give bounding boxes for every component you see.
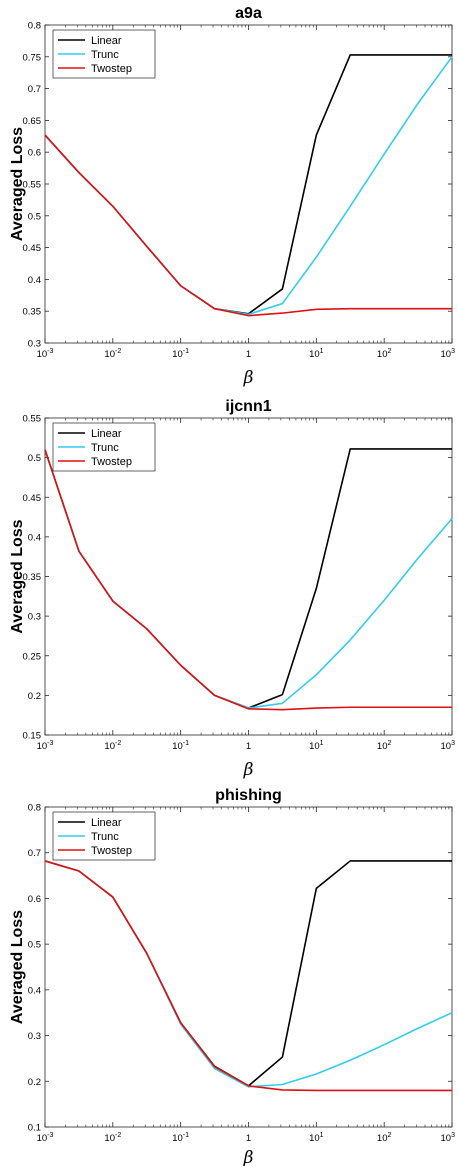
x-tick-label: 102 [377, 740, 392, 752]
y-tick-label: 0.7 [28, 848, 41, 859]
legend: Linear Trunc Twostep [52, 29, 156, 79]
y-tick-label: 0.8 [28, 803, 41, 814]
y-axis-label: Averaged Loss [9, 910, 26, 1024]
x-tick-label: 103 [441, 1132, 456, 1144]
series-line-trunc [44, 860, 453, 1088]
x-tick-label: 1 [246, 349, 251, 360]
series-line-trunc [44, 449, 453, 709]
y-tick-label: 0.3 [28, 612, 41, 623]
y-tick-label: 0.5 [28, 211, 41, 222]
x-tick-label: 10-1 [172, 1132, 189, 1144]
y-tick-label: 0.75 [23, 52, 42, 63]
series-line-linear [44, 448, 452, 709]
legend-label-twostep: Twostep [91, 63, 132, 75]
y-tick-label: 0.6 [28, 148, 41, 159]
legend: Linear Trunc Twostep [52, 811, 156, 861]
y-tick-label: 0.55 [23, 414, 42, 425]
y-tick-label: 0.45 [23, 493, 42, 504]
chart-panel-2: 0.15 0.2 0.25 0.3 0.35 0.4 0.45 0.5 0.55 10-3 10-2… [9, 398, 455, 780]
chart-title: a9a [235, 5, 262, 22]
x-tick-label: 102 [377, 348, 392, 360]
chart-panel-1: 0.3 0.35 0.4 0.45 0.5 0.55 0.6 0.65 0.7 0.75 0.8 10… [9, 5, 455, 388]
chart-title: ijcnn1 [225, 398, 271, 415]
x-axis-label: β [243, 760, 254, 780]
y-tick-label: 0.3 [28, 1031, 41, 1042]
series-line-twostep [44, 134, 452, 317]
legend-label-trunc: Trunc [91, 49, 119, 61]
y-tick-label: 0.45 [23, 243, 42, 254]
legend: Linear Trunc Twostep [52, 422, 156, 472]
legend-label-linear: Linear [91, 817, 122, 829]
legend-label-twostep: Twostep [91, 456, 132, 468]
x-tick-label: 1 [246, 741, 251, 752]
x-tick-label: 10-1 [172, 348, 189, 360]
chart-title: phishing [215, 787, 282, 804]
legend-label-trunc: Trunc [91, 442, 119, 454]
x-tick-label: 101 [309, 348, 324, 360]
y-tick-label: 0.35 [23, 572, 42, 583]
x-tick-label: 103 [441, 740, 456, 752]
x-tick-label: 10-2 [104, 740, 121, 752]
legend-label-twostep: Twostep [91, 845, 132, 857]
x-tick-label: 10-3 [37, 348, 54, 360]
x-axis-label: β [243, 1148, 254, 1166]
x-tick-label: 1 [246, 1133, 251, 1144]
y-tick-label: 0.5 [28, 940, 41, 951]
y-tick-label: 0.25 [23, 651, 42, 662]
x-tick-label: 101 [309, 1132, 324, 1144]
y-tick-label: 0.4 [28, 532, 41, 543]
series-line-linear [44, 860, 452, 1087]
y-tick-label: 0.7 [28, 84, 41, 95]
legend-label-linear: Linear [91, 428, 122, 440]
series-line-twostep [44, 860, 452, 1092]
y-tick-label: 0.55 [23, 180, 42, 191]
y-tick-label: 0.8 [28, 21, 41, 32]
y-tick-label: 0.15 [23, 731, 42, 742]
x-tick-label: 10-1 [172, 740, 189, 752]
x-tick-label: 10-3 [37, 740, 54, 752]
x-axis-label: β [243, 368, 254, 388]
legend-label-trunc: Trunc [91, 831, 119, 843]
y-axis-label: Averaged Loss [9, 127, 26, 241]
y-tick-label: 0.3 [28, 339, 41, 350]
y-tick-label: 0.1 [28, 1123, 41, 1134]
y-tick-label: 0.4 [28, 985, 41, 996]
y-tick-label: 0.4 [28, 275, 41, 286]
x-tick-label: 10-2 [104, 1132, 121, 1144]
x-tick-label: 102 [377, 1132, 392, 1144]
x-tick-label: 101 [309, 740, 324, 752]
y-tick-label: 0.2 [28, 1077, 41, 1088]
x-tick-label: 10-2 [104, 348, 121, 360]
legend-label-linear: Linear [91, 35, 122, 47]
series-line-trunc [44, 56, 453, 316]
y-tick-label: 0.65 [23, 116, 42, 127]
y-tick-label: 0.6 [28, 894, 41, 905]
y-axis-label: Averaged Loss [9, 519, 26, 633]
y-tick-label: 0.5 [28, 453, 41, 464]
x-tick-label: 10-3 [37, 1132, 54, 1144]
x-tick-label: 103 [441, 348, 456, 360]
series-line-twostep [44, 449, 452, 711]
y-tick-label: 0.35 [23, 307, 42, 318]
series-line-linear [44, 54, 452, 315]
chart-panel-3: 0.1 0.2 0.3 0.4 0.5 0.6 0.7 0.8 10-3 10-2 10-1 1 101… [9, 787, 455, 1166]
y-tick-label: 0.2 [28, 691, 41, 702]
